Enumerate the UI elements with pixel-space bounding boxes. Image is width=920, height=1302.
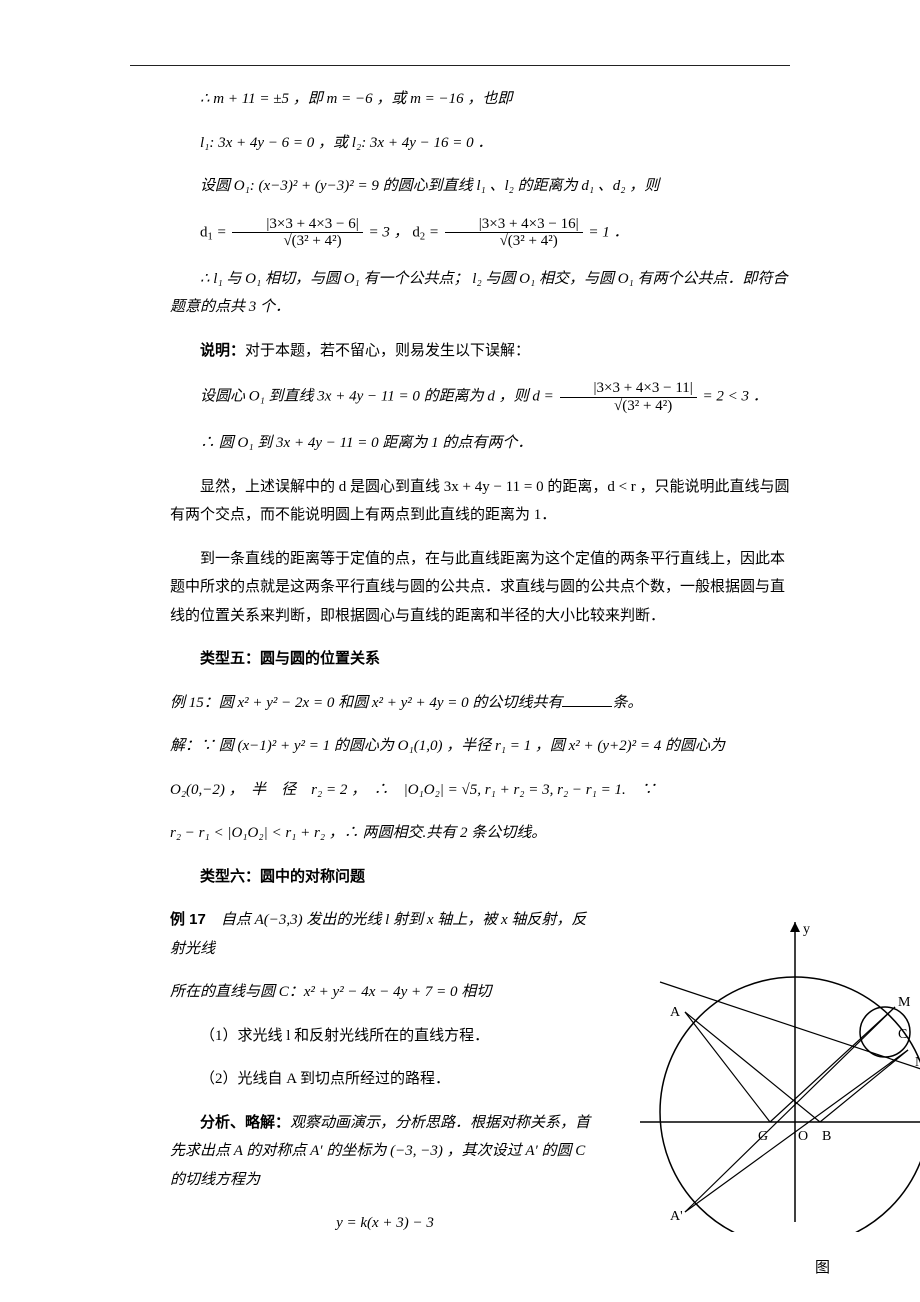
question-1: （1）求光线 l 和反射光线所在的直线方程． (170, 1022, 600, 1051)
example-15: 例 15：圆 x² + y² − 2x = 0 和圆 x² + y² + 4y … (170, 689, 790, 718)
label-y: y (803, 917, 810, 944)
line-extra (660, 982, 920, 1072)
line-7: 设圆心 O₁ 到直线 3x + 4y − 11 = 0 的距离为 d ，则 d … (170, 380, 790, 414)
reflection-diagram: y x A A' O G B M C N (640, 912, 920, 1232)
label-N: N (915, 1050, 920, 1077)
line-2: l₁: 3x + 4y − 6 = 0 ，或 l₂: 3x + 4y − 16 … (170, 129, 790, 158)
d-den: √(3² + 4²) (560, 398, 697, 415)
y-arrow (790, 922, 800, 932)
line-ApN (685, 1050, 908, 1212)
equation: y = k(x + 3) − 3 (170, 1209, 600, 1238)
question-2: （2）光线自 A 到切点所经过的路程． (170, 1065, 600, 1094)
d1-val: = 3 (368, 224, 389, 240)
solution-3: r₂ − r₁ < |O₁O₂| < r₁ + r₂ ，∴ 两圆相交.共有 2 … (170, 819, 790, 848)
d2-num: |3×3 + 4×3 − 16| (445, 216, 583, 234)
line-6: 说明：对于本题，若不留心，则易发生以下误解： (170, 337, 790, 366)
line-AG (685, 1012, 770, 1122)
heading-type6: 类型六：圆中的对称问题 (170, 863, 790, 892)
label-M: M (898, 990, 910, 1017)
line-3: 设圆 O₁: (x−3)² + (y−3)² = 9 的圆心到直线 l₁ 、l₂… (170, 172, 790, 201)
heading-type5: 类型五：圆与圆的位置关系 (170, 645, 790, 674)
example-17-line2: 所在的直线与圆 C：x² + y² − 4x − 4y + 7 = 0 相切 (170, 978, 600, 1007)
diagram-svg (640, 912, 920, 1232)
line-8: ∴ 圆 O₁ 到 3x + 4y − 11 = 0 距离为 1 的点有两个． (170, 429, 790, 458)
solution-2: O₂(0,−2) ， 半 径 r₂ = 2 ， ∴ |O₁O₂| = √5, r… (170, 776, 790, 805)
big-circle (660, 977, 920, 1232)
d2-val: = 1 ． (588, 224, 628, 240)
example-17-line1: 例 17 自点 A(−3,3) 发出的光线 l 射到 x 轴上，被 x 轴反射，… (170, 906, 600, 963)
page: ∴ m + 11 = ±5 ，即 m = −6 ，或 m = −16 ，也即 l… (0, 0, 920, 1302)
label-O: O (798, 1124, 808, 1151)
label-Ap: A' (670, 1204, 683, 1231)
d2-den: √(3² + 4²) (445, 233, 583, 250)
figure-caption: 图 (815, 1254, 830, 1283)
label-A: A (670, 1000, 680, 1027)
line-5: ∴ l₁ 与 O₁ 相切，与圆 O₁ 有一个公共点； l₂ 与圆 O₁ 相交，与… (170, 265, 790, 322)
solution-1: 解：∵ 圆 (x−1)² + y² = 1 的圆心为 O₁(1,0) ，半径 r… (170, 732, 790, 761)
d1-num: |3×3 + 4×3 − 6| (232, 216, 362, 234)
label-B: B (822, 1124, 831, 1151)
line-1: ∴ m + 11 = ±5 ，即 m = −6 ，或 m = −16 ，也即 (170, 85, 790, 114)
analysis: 分析、略解：观察动画演示，分析思路．根据对称关系，首先求出点 A 的对称点 A′… (170, 1109, 600, 1195)
blank-fill (562, 706, 612, 707)
line-10: 到一条直线的距离等于定值的点，在与此直线距离为这个定值的两条平行直线上，因此本题… (170, 545, 790, 631)
label-C: C (898, 1022, 907, 1049)
header-rule (130, 65, 790, 66)
label-G: G (758, 1124, 768, 1151)
line-4: d1 = |3×3 + 4×3 − 6|√(3² + 4²) = 3 ， d2 … (170, 216, 790, 250)
line-9: 显然，上述误解中的 d 是圆心到直线 3x + 4y − 11 = 0 的距离，… (170, 473, 790, 530)
d-num: |3×3 + 4×3 − 11| (560, 380, 697, 398)
d1-den: √(3² + 4²) (232, 233, 362, 250)
